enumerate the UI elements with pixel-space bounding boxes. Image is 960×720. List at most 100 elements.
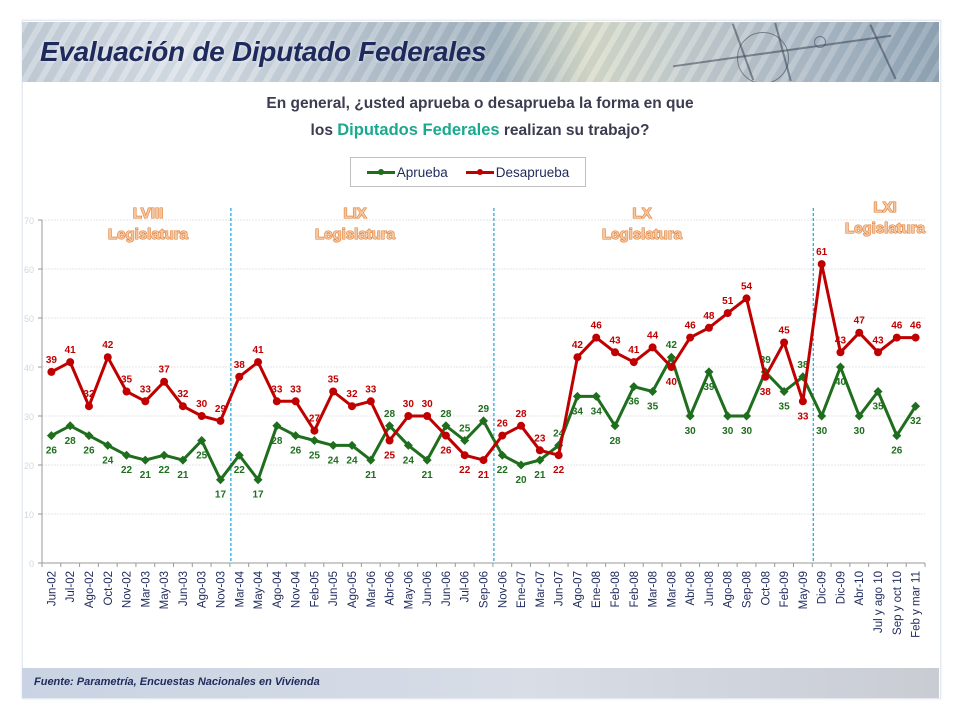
legislatura-label-roman: LX <box>632 205 651 222</box>
data-label-aprueba: 32 <box>910 416 922 427</box>
x-tick-label: Feb y mar 11 <box>911 571 923 638</box>
data-label-desaprueba: 40 <box>666 377 678 388</box>
data-point-desaprueba <box>404 412 413 420</box>
data-point-aprueba <box>779 387 789 396</box>
legislatura-label: Legislatura <box>602 226 683 243</box>
data-label-aprueba: 24 <box>346 455 358 466</box>
data-label-aprueba: 26 <box>290 446 302 457</box>
x-tick-label: Ene-07 <box>516 571 528 608</box>
x-tick-label: Ago-08 <box>723 571 735 608</box>
data-label-desaprueba: 29 <box>215 404 227 415</box>
x-tick-label: Jul-06 <box>460 571 472 602</box>
x-tick-label: Mar-06 <box>366 571 378 607</box>
data-point-aprueba <box>572 391 582 401</box>
x-tick-label: Mar-07 <box>535 571 547 607</box>
data-label-aprueba: 30 <box>741 426 753 437</box>
data-label-desaprueba: 37 <box>159 365 171 376</box>
data-point-desaprueba <box>47 367 56 376</box>
data-point-aprueba <box>516 460 526 470</box>
data-label-desaprueba: 38 <box>234 360 246 371</box>
x-tick-label: Jun-05 <box>328 571 340 606</box>
data-point-aprueba <box>685 411 695 421</box>
x-tick-label: Sep y oct 10 <box>892 571 904 635</box>
question-highlight: Diputados Federales <box>337 121 500 139</box>
footer-bar: Fuente: Parametría, Encuestas Nacionales… <box>22 668 939 698</box>
data-point-desaprueba <box>761 372 770 381</box>
x-tick-label: Nov-06 <box>497 571 509 608</box>
data-label-desaprueba: 33 <box>290 384 302 395</box>
data-label-aprueba: 36 <box>628 397 640 408</box>
data-point-desaprueba <box>272 397 281 406</box>
data-point-aprueba <box>742 411 752 421</box>
x-tick-label: Jun-06 <box>441 571 453 606</box>
data-point-aprueba <box>291 431 301 441</box>
data-point-desaprueba <box>423 412 432 420</box>
data-label-desaprueba: 44 <box>647 330 659 341</box>
series-aprueba: 26 28 26 24 22 21 22 21 25 17 22 17 28 26 25 24 24 21 28 24… <box>46 340 922 501</box>
x-tick-label: Mar-08 <box>648 571 660 607</box>
data-label-desaprueba: 33 <box>140 384 152 395</box>
data-label-aprueba: 17 <box>215 490 227 501</box>
legend-item-desaprueba: Desaprueba <box>465 165 569 180</box>
x-tick-label: Abr-06 <box>385 571 397 606</box>
data-label-aprueba: 22 <box>234 465 246 476</box>
data-label-desaprueba: 43 <box>872 335 884 346</box>
data-label-desaprueba: 32 <box>177 389 189 400</box>
x-tick-label: Ago-02 <box>84 571 96 608</box>
data-point-aprueba <box>873 387 883 396</box>
data-label-desaprueba: 33 <box>797 411 809 422</box>
data-label-desaprueba: 22 <box>459 465 471 476</box>
data-point-aprueba <box>122 450 132 460</box>
data-point-desaprueba <box>310 426 319 435</box>
data-point-desaprueba <box>103 353 112 362</box>
data-point-aprueba <box>835 362 845 372</box>
data-label-desaprueba: 51 <box>722 296 734 307</box>
data-label-aprueba: 39 <box>760 355 772 366</box>
data-point-aprueba <box>854 411 864 421</box>
data-point-aprueba <box>103 440 113 450</box>
data-label-desaprueba: 47 <box>854 316 866 327</box>
data-label-aprueba: 30 <box>854 426 866 437</box>
data-label-aprueba: 28 <box>384 409 396 420</box>
x-tick-label: Jul y ago 10 <box>873 571 885 633</box>
data-point-desaprueba <box>84 402 93 411</box>
x-tick-label: Feb-05 <box>309 571 321 607</box>
data-label-desaprueba: 48 <box>703 311 715 322</box>
data-point-desaprueba <box>178 402 187 411</box>
data-point-desaprueba <box>611 348 620 357</box>
y-tick-label: 30 <box>24 412 34 422</box>
data-point-aprueba <box>422 455 432 465</box>
y-tick-label: 60 <box>24 265 34 275</box>
x-tick-label: Feb-08 <box>629 571 641 607</box>
legend-label-aprueba: Aprueba <box>396 164 448 180</box>
x-tick-label: Ago-03 <box>197 571 209 608</box>
data-label-desaprueba: 30 <box>422 399 434 410</box>
data-label-desaprueba: 30 <box>196 399 208 410</box>
x-tick-label: Dic-09 <box>817 571 829 604</box>
data-label-desaprueba: 33 <box>271 384 283 395</box>
data-label-aprueba: 30 <box>816 426 828 437</box>
data-label-desaprueba: 28 <box>516 409 528 420</box>
x-tick-label: Oct-08 <box>760 571 772 606</box>
x-tick-label: Abr-08 <box>685 571 697 606</box>
data-label-aprueba: 24 <box>403 455 415 466</box>
data-label-aprueba: 20 <box>516 475 528 486</box>
data-label-desaprueba: 32 <box>346 389 358 400</box>
data-label-desaprueba: 35 <box>121 375 133 386</box>
legislatura-label-roman: LVIII <box>133 205 164 222</box>
decorative-circle <box>737 32 789 82</box>
x-tick-label: May-09 <box>798 571 810 609</box>
data-label-aprueba: 35 <box>872 402 884 413</box>
data-label-aprueba: 25 <box>459 424 471 435</box>
data-label-aprueba: 17 <box>252 490 264 501</box>
data-label-desaprueba: 41 <box>252 345 264 356</box>
data-point-desaprueba <box>329 387 338 396</box>
x-tick-label: Feb-09 <box>779 571 791 607</box>
data-point-desaprueba <box>535 446 544 455</box>
data-label-desaprueba: 23 <box>534 433 546 444</box>
data-point-desaprueba <box>517 421 526 430</box>
data-point-aprueba <box>648 387 658 396</box>
data-point-desaprueba <box>122 387 131 396</box>
data-label-desaprueba: 46 <box>910 321 922 332</box>
